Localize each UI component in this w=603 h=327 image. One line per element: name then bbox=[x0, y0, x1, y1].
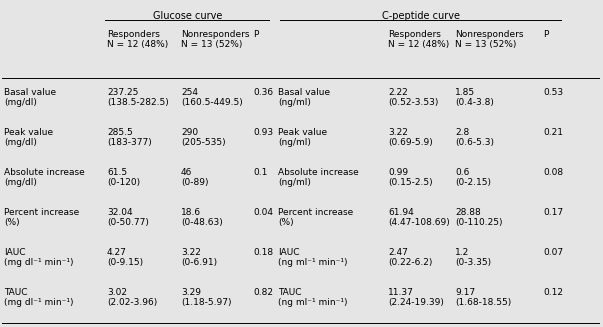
Text: (mg dl⁻¹ min⁻¹): (mg dl⁻¹ min⁻¹) bbox=[4, 298, 74, 307]
Text: 0.99: 0.99 bbox=[388, 168, 408, 177]
Text: 285.5: 285.5 bbox=[107, 128, 133, 137]
Text: N = 13 (52%): N = 13 (52%) bbox=[181, 40, 242, 49]
Text: 9.17: 9.17 bbox=[455, 288, 475, 297]
Text: Peak value: Peak value bbox=[278, 128, 327, 137]
Text: 4.27: 4.27 bbox=[107, 248, 127, 257]
Text: (0-6.91): (0-6.91) bbox=[181, 258, 217, 267]
Text: Responders: Responders bbox=[388, 30, 441, 39]
Text: (mg/dl): (mg/dl) bbox=[4, 178, 37, 187]
Text: C-peptide curve: C-peptide curve bbox=[382, 11, 459, 21]
Text: Basal value: Basal value bbox=[4, 88, 56, 97]
Text: IAUC: IAUC bbox=[278, 248, 300, 257]
Text: Absolute increase: Absolute increase bbox=[278, 168, 359, 177]
Text: 254: 254 bbox=[181, 88, 198, 97]
Text: 0.6: 0.6 bbox=[455, 168, 469, 177]
Text: 2.22: 2.22 bbox=[388, 88, 408, 97]
Text: Basal value: Basal value bbox=[278, 88, 330, 97]
Text: 0.93: 0.93 bbox=[253, 128, 273, 137]
Text: 3.02: 3.02 bbox=[107, 288, 127, 297]
Text: (mg/dl): (mg/dl) bbox=[4, 138, 37, 147]
Text: 0.21: 0.21 bbox=[543, 128, 563, 137]
Text: (mg dl⁻¹ min⁻¹): (mg dl⁻¹ min⁻¹) bbox=[4, 258, 74, 267]
Text: P: P bbox=[253, 30, 258, 39]
Text: 46: 46 bbox=[181, 168, 192, 177]
Text: N = 12 (48%): N = 12 (48%) bbox=[107, 40, 168, 49]
Text: (0-89): (0-89) bbox=[181, 178, 209, 187]
Text: 0.12: 0.12 bbox=[543, 288, 563, 297]
Text: 28.88: 28.88 bbox=[455, 208, 481, 217]
Text: Absolute increase: Absolute increase bbox=[4, 168, 85, 177]
Text: (ng/ml): (ng/ml) bbox=[278, 98, 311, 107]
Text: Nonresponders: Nonresponders bbox=[181, 30, 250, 39]
Text: (0.15-2.5): (0.15-2.5) bbox=[388, 178, 432, 187]
Text: (%): (%) bbox=[278, 218, 294, 227]
Text: (0.69-5.9): (0.69-5.9) bbox=[388, 138, 433, 147]
Text: (ng ml⁻¹ min⁻¹): (ng ml⁻¹ min⁻¹) bbox=[278, 258, 347, 267]
Text: (2.02-3.96): (2.02-3.96) bbox=[107, 298, 157, 307]
Text: 61.5: 61.5 bbox=[107, 168, 127, 177]
Text: (1.68-18.55): (1.68-18.55) bbox=[455, 298, 511, 307]
Text: Peak value: Peak value bbox=[4, 128, 53, 137]
Text: (0-9.15): (0-9.15) bbox=[107, 258, 143, 267]
Text: 1.2: 1.2 bbox=[455, 248, 469, 257]
Text: Glucose curve: Glucose curve bbox=[153, 11, 223, 21]
Text: 2.8: 2.8 bbox=[455, 128, 469, 137]
Text: 2.47: 2.47 bbox=[388, 248, 408, 257]
Text: 0.18: 0.18 bbox=[253, 248, 273, 257]
Text: 290: 290 bbox=[181, 128, 198, 137]
Text: Responders: Responders bbox=[107, 30, 160, 39]
Text: N = 12 (48%): N = 12 (48%) bbox=[388, 40, 449, 49]
Text: (0.4-3.8): (0.4-3.8) bbox=[455, 98, 494, 107]
Text: 0.36: 0.36 bbox=[253, 88, 273, 97]
Text: (0.6-5.3): (0.6-5.3) bbox=[455, 138, 494, 147]
Text: (0-110.25): (0-110.25) bbox=[455, 218, 502, 227]
Text: 0.04: 0.04 bbox=[253, 208, 273, 217]
Text: P: P bbox=[543, 30, 548, 39]
Text: (183-377): (183-377) bbox=[107, 138, 152, 147]
Text: (160.5-449.5): (160.5-449.5) bbox=[181, 98, 243, 107]
Text: 3.22: 3.22 bbox=[181, 248, 201, 257]
Text: 0.1: 0.1 bbox=[253, 168, 267, 177]
Text: 1.85: 1.85 bbox=[455, 88, 475, 97]
Text: IAUC: IAUC bbox=[4, 248, 25, 257]
Text: (0-2.15): (0-2.15) bbox=[455, 178, 491, 187]
Text: (ng/ml): (ng/ml) bbox=[278, 178, 311, 187]
Text: Percent increase: Percent increase bbox=[4, 208, 79, 217]
Text: (0-48.63): (0-48.63) bbox=[181, 218, 223, 227]
Text: 0.53: 0.53 bbox=[543, 88, 563, 97]
Text: 3.29: 3.29 bbox=[181, 288, 201, 297]
Text: 32.04: 32.04 bbox=[107, 208, 133, 217]
Text: (0-50.77): (0-50.77) bbox=[107, 218, 149, 227]
Text: 11.37: 11.37 bbox=[388, 288, 414, 297]
Text: (%): (%) bbox=[4, 218, 20, 227]
Text: (1.18-5.97): (1.18-5.97) bbox=[181, 298, 232, 307]
Text: 0.17: 0.17 bbox=[543, 208, 563, 217]
Text: (ng/ml): (ng/ml) bbox=[278, 138, 311, 147]
Text: (4.47-108.69): (4.47-108.69) bbox=[388, 218, 450, 227]
Text: 18.6: 18.6 bbox=[181, 208, 201, 217]
Text: (138.5-282.5): (138.5-282.5) bbox=[107, 98, 169, 107]
Text: 3.22: 3.22 bbox=[388, 128, 408, 137]
Text: (2.24-19.39): (2.24-19.39) bbox=[388, 298, 444, 307]
Text: 0.08: 0.08 bbox=[543, 168, 563, 177]
Text: Nonresponders: Nonresponders bbox=[455, 30, 523, 39]
Text: 61.94: 61.94 bbox=[388, 208, 414, 217]
Text: (mg/dl): (mg/dl) bbox=[4, 98, 37, 107]
Text: (205-535): (205-535) bbox=[181, 138, 226, 147]
Text: (0.52-3.53): (0.52-3.53) bbox=[388, 98, 438, 107]
Text: 0.82: 0.82 bbox=[253, 288, 273, 297]
Text: (0.22-6.2): (0.22-6.2) bbox=[388, 258, 432, 267]
Text: TAUC: TAUC bbox=[278, 288, 302, 297]
Text: 0.07: 0.07 bbox=[543, 248, 563, 257]
Text: (0-3.35): (0-3.35) bbox=[455, 258, 491, 267]
Text: (0-120): (0-120) bbox=[107, 178, 140, 187]
Text: N = 13 (52%): N = 13 (52%) bbox=[455, 40, 516, 49]
Text: 237.25: 237.25 bbox=[107, 88, 138, 97]
Text: Percent increase: Percent increase bbox=[278, 208, 353, 217]
Text: TAUC: TAUC bbox=[4, 288, 28, 297]
Text: (ng ml⁻¹ min⁻¹): (ng ml⁻¹ min⁻¹) bbox=[278, 298, 347, 307]
